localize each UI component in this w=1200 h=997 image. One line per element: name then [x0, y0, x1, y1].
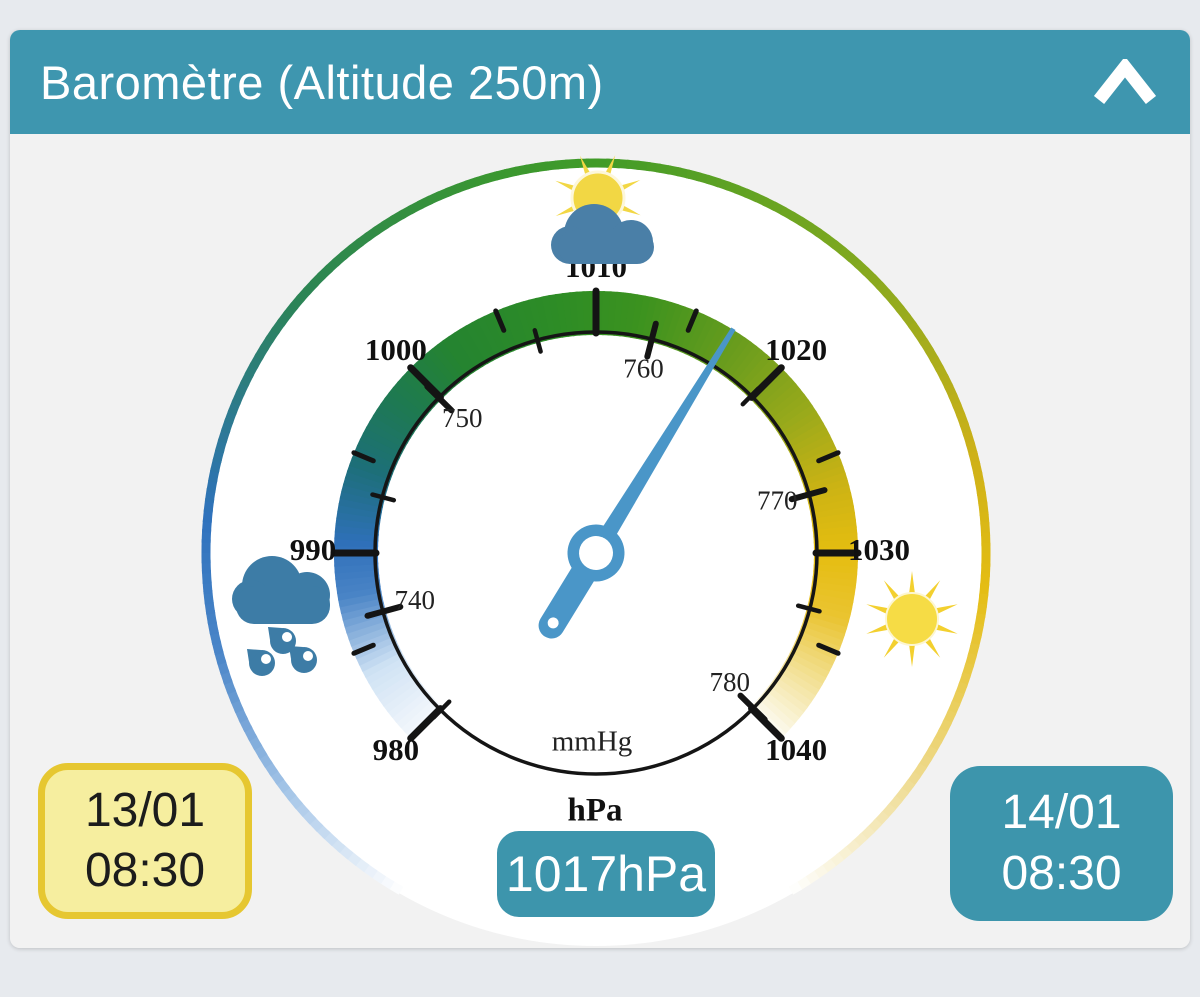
needle — [538, 327, 736, 639]
reading-date: 13/01 — [84, 783, 206, 837]
mmhg-unit-label: mmHg — [552, 726, 633, 758]
mmhg-scale-label: 780 — [710, 667, 751, 697]
sun-icon — [866, 571, 958, 667]
reading-date: 14/01 — [1001, 786, 1122, 840]
hpa-scale-label: 1040 — [765, 732, 827, 767]
mmhg-scale-label: 740 — [394, 585, 435, 615]
card-body: 980 990 1000 1010 1020 1030 1040 740 750 760 770 78… — [10, 134, 1190, 948]
hpa-scale-label: 980 — [373, 732, 420, 767]
card-header: Baromètre (Altitude 250m) — [10, 30, 1190, 134]
chevron-up-icon — [1094, 59, 1156, 105]
mmhg-scale-label: 750 — [442, 403, 483, 433]
sun-behind-cloud-icon — [551, 155, 654, 264]
current-pressure-badge: 1017hPa — [497, 831, 715, 917]
pressure-band-arc — [333, 290, 859, 739]
rain-cloud-icon — [232, 556, 330, 676]
reading-badge-next[interactable]: 14/01 08:30 — [950, 766, 1173, 921]
card-title: Baromètre (Altitude 250m) — [40, 55, 604, 109]
hpa-scale-label: 1030 — [848, 532, 910, 567]
mmhg-scale-label: 770 — [757, 485, 798, 515]
barometer-card: Baromètre (Altitude 250m) 980 990 1000 1010… — [10, 30, 1190, 948]
hpa-scale-label: 1020 — [765, 332, 827, 367]
reading-badge-previous[interactable]: 13/01 08:30 — [38, 763, 252, 919]
hpa-scale-label: 1000 — [365, 332, 427, 367]
mmhg-scale-label: 760 — [623, 353, 664, 383]
reading-time: 08:30 — [84, 844, 206, 897]
reading-time: 08:30 — [1001, 846, 1122, 900]
outer-ring-arc — [201, 158, 991, 895]
collapse-button[interactable] — [1094, 59, 1156, 105]
hpa-unit-label: hPa — [567, 793, 622, 829]
hpa-scale-label: 990 — [290, 532, 337, 567]
mmhg-ticks — [364, 320, 828, 723]
barometer-gauge: 9809901000101010201030104074075076077078… — [201, 155, 991, 946]
